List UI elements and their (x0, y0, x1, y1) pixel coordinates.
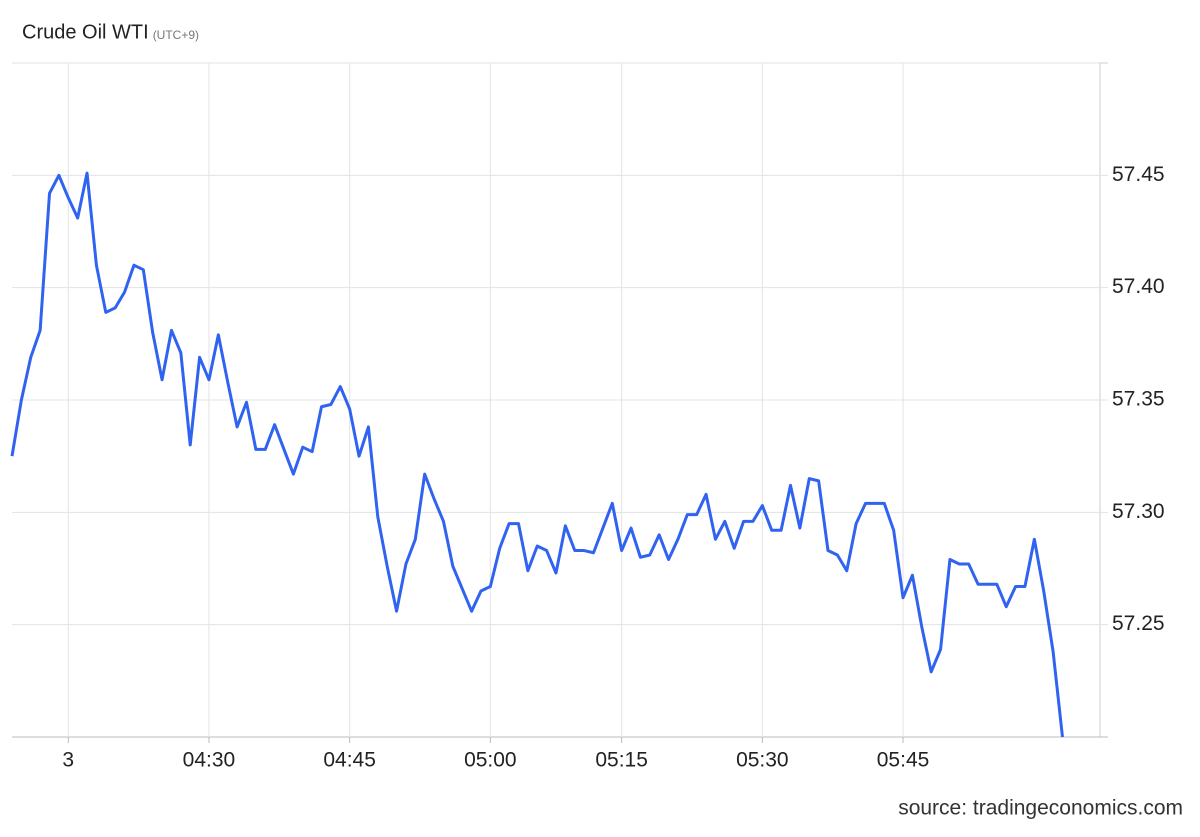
y-tick-label: 57.25 (1112, 612, 1165, 635)
chart-title: Crude Oil WTI (22, 21, 149, 43)
x-tick-label: 04:45 (323, 749, 376, 772)
x-tick-label: 05:45 (877, 749, 930, 772)
x-tick-label: 05:00 (464, 749, 517, 772)
x-tick-label: 05:15 (595, 749, 648, 772)
y-tick-label: 57.40 (1112, 275, 1165, 298)
x-tick-label: 04:30 (183, 749, 236, 772)
chart-subtitle: (UTC+9) (153, 28, 199, 42)
x-tick-label: 05:30 (736, 749, 789, 772)
y-tick-label: 57.35 (1112, 388, 1165, 411)
y-tick-label: 57.30 (1112, 500, 1165, 523)
x-tick-label: 3 (62, 749, 74, 772)
source-note: source: tradingeconomics.com (898, 797, 1183, 820)
y-tick-label: 57.45 (1112, 163, 1165, 186)
price-line (10, 171, 1064, 738)
